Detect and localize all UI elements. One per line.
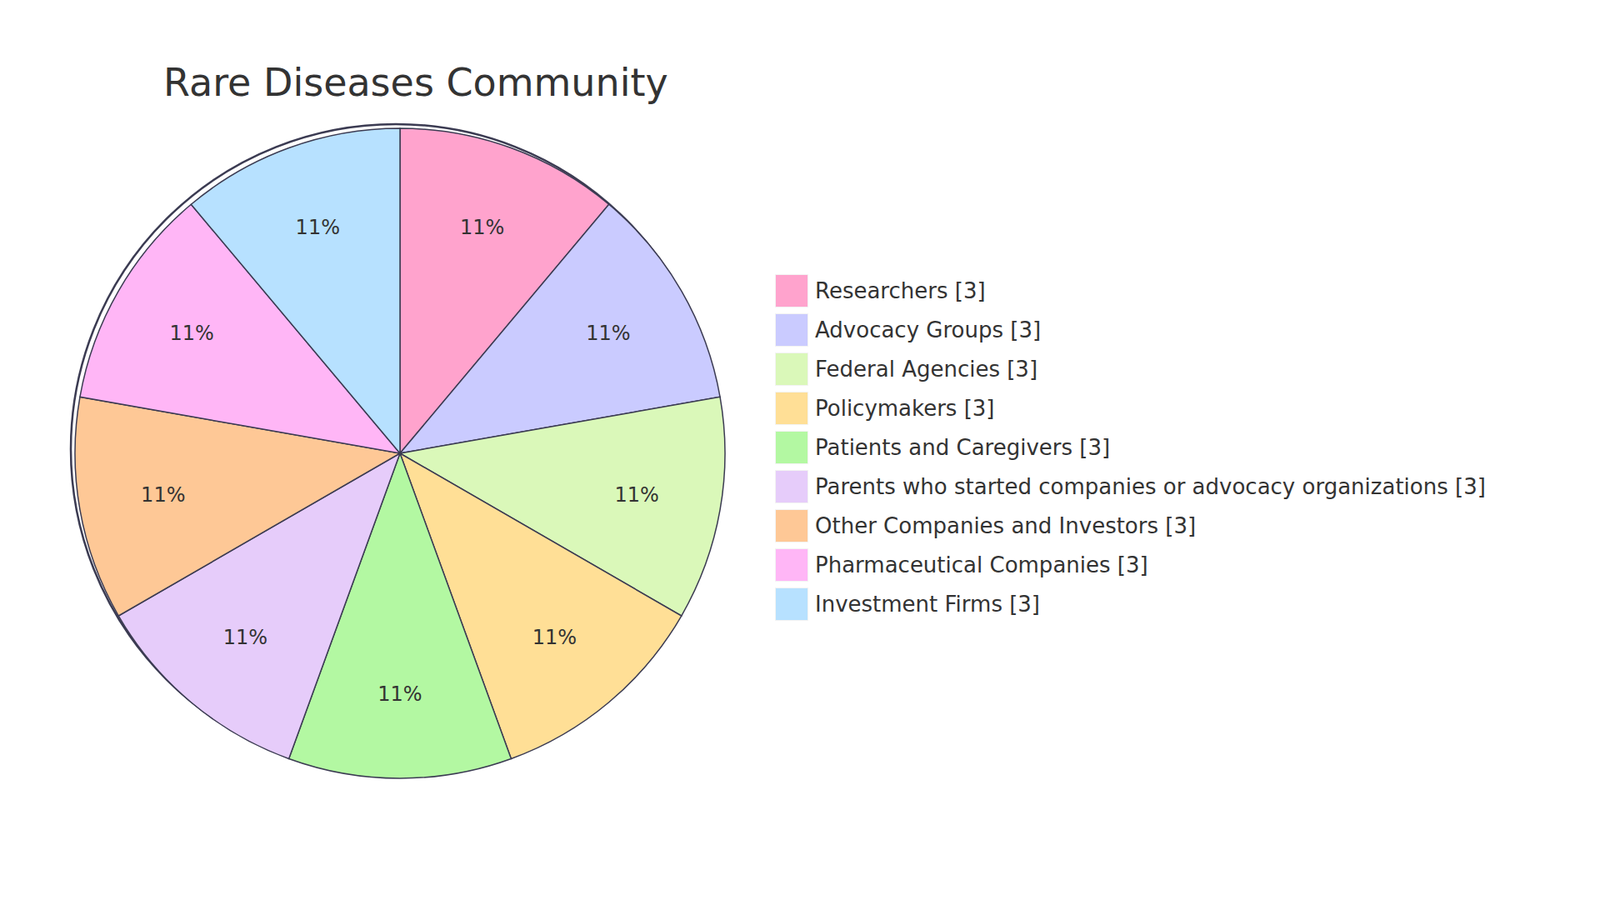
html-text:Parents who started companies: Parents who started companies or advocac… [815,474,1486,500]
html-text:Policymakers [3]: Policymakers [3] [815,395,995,421]
html-text:Rare Diseases Community: Rare Diseases Community [163,60,669,105]
html-text:Federal Agencies [3]: Federal Agencies [3] [815,356,1038,382]
svg-text:11%: 11% [460,215,505,240]
svg-text:11%: 11% [169,321,214,345]
svg-text:11%: 11% [377,682,422,706]
html-text:Patients and Caregivers [3]: Patients and Caregivers [3] [815,435,1111,460]
svg-text:11%: 11% [585,321,630,345]
svg-text:11%: 11% [223,625,268,650]
html-text:Investment Firms [3]: Investment Firms [3] [815,591,1040,617]
svg-text:11%: 11% [140,483,185,507]
svg-text:11%: 11% [615,483,660,507]
html-text:Researchers [3]: Researchers [3] [815,278,986,304]
html-text:Pharmaceutical Companies [3]: Pharmaceutical Companies [3] [815,552,1149,578]
svg-text:11%: 11% [532,625,577,650]
html-text:Advocacy Groups [3]: Advocacy Groups [3] [815,317,1041,343]
html-text:Other Companies and Investors: Other Companies and Investors [3] [815,513,1196,539]
svg-text:11%: 11% [295,215,340,240]
